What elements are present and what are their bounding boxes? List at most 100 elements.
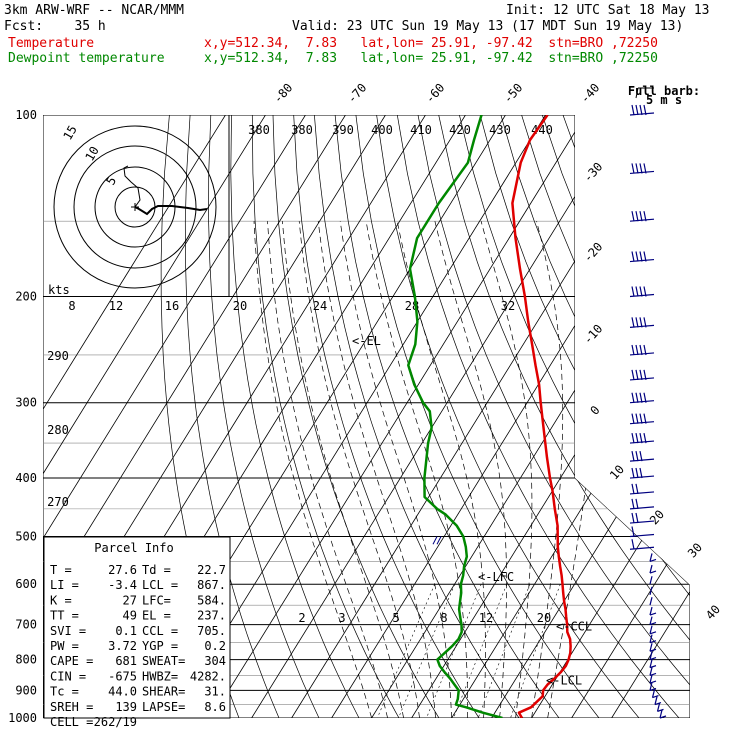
hodo-ring-label-10: 10 bbox=[82, 144, 101, 164]
wind-barb-flag bbox=[631, 369, 635, 381]
wind-barb-flag bbox=[649, 622, 657, 626]
wind-barb-flag bbox=[649, 648, 657, 652]
wind-barb bbox=[629, 432, 655, 444]
pressure-label-300: 300 bbox=[15, 396, 37, 410]
isotherm-label-40: 40 bbox=[703, 602, 723, 622]
wind-barb bbox=[649, 625, 657, 635]
wind-barb-flag bbox=[639, 413, 643, 424]
wind-barb-flag bbox=[643, 163, 647, 174]
wind-barb-flag bbox=[635, 392, 639, 403]
mixing-ratio-label-2: 2 bbox=[298, 611, 305, 625]
wind-barb-staff bbox=[649, 667, 653, 676]
wind-barb-staff bbox=[649, 616, 653, 625]
wind-barb bbox=[629, 526, 655, 538]
dry-adiabat-310 bbox=[334, 115, 560, 718]
mixing-ratio-label-20: 20 bbox=[537, 611, 551, 625]
wind-barb-flag bbox=[635, 432, 639, 444]
parcel-info-label: K = bbox=[50, 593, 72, 607]
theta-e-label-400: 400 bbox=[371, 123, 393, 137]
parcel-info-value: 31. bbox=[204, 685, 226, 699]
dry-adiabat-340 bbox=[396, 115, 680, 718]
wind-barb-flag bbox=[639, 344, 643, 356]
pressure-label-700: 700 bbox=[15, 618, 37, 632]
wind-barb-staff bbox=[649, 564, 653, 574]
wind-barb-flag bbox=[649, 570, 657, 574]
wind-barb-flag bbox=[631, 392, 635, 403]
pressure-label-500: 500 bbox=[15, 529, 37, 543]
dry-adiabat-400 bbox=[521, 115, 690, 718]
wind-barb bbox=[651, 689, 659, 699]
mixing-ratio-label-5: 5 bbox=[392, 611, 399, 625]
wind-barb bbox=[649, 634, 657, 644]
wind-barb-flag bbox=[631, 512, 635, 524]
parcel-info-label: SVI = bbox=[50, 624, 86, 638]
dewpoint-legend-label: Dewpoint temperature bbox=[8, 51, 165, 66]
dry-adiabat-label-290: 290 bbox=[47, 349, 69, 363]
parcel-info-value: 8.6 bbox=[204, 700, 226, 714]
wind-barb-flag bbox=[631, 451, 635, 462]
isotherm-label-10: 10 bbox=[607, 462, 627, 482]
wind-barb-staff bbox=[649, 674, 653, 684]
isotherm--140 bbox=[43, 115, 226, 718]
hodo-speed-label-12: 12 bbox=[109, 299, 123, 313]
wind-barb-flag bbox=[643, 369, 647, 381]
wind-barb-flag bbox=[631, 251, 635, 262]
wind-barb bbox=[649, 564, 657, 574]
parcel-info-label: HWBZ= bbox=[142, 669, 178, 683]
dry-adiabat-360 bbox=[438, 115, 690, 718]
wind-barb-flag bbox=[649, 558, 657, 563]
wind-barb-flag bbox=[635, 286, 639, 297]
level-label-lfc: <-LFC bbox=[478, 570, 514, 584]
pressure-label-900: 900 bbox=[15, 683, 37, 697]
wind-barb-flag bbox=[649, 631, 657, 635]
wind-barb-flag bbox=[643, 432, 647, 444]
parcel-info-label: SREH = bbox=[50, 700, 93, 714]
wind-barb-flag bbox=[649, 680, 657, 684]
wind-barb-staff bbox=[656, 703, 661, 712]
wind-barb-flag bbox=[649, 640, 657, 644]
wind-barb-staff bbox=[659, 709, 663, 719]
isotherm-label--80: -80 bbox=[271, 81, 296, 106]
isotherm--20 bbox=[331, 115, 690, 718]
wind-barb-flag bbox=[631, 344, 635, 356]
wind-barb-staff bbox=[649, 597, 653, 606]
wind-barb-flag bbox=[635, 467, 639, 479]
parcel-info-value: 3.72 bbox=[108, 639, 137, 653]
hodograph-ring-4 bbox=[53, 125, 217, 289]
hodo-speed-label-24: 24 bbox=[313, 299, 327, 313]
hodograph-ring-3 bbox=[73, 145, 197, 269]
moist-adiabat--6 bbox=[267, 221, 388, 718]
parcel-info-label: Td = bbox=[142, 563, 171, 577]
wind-barb bbox=[629, 369, 655, 381]
wind-barb-flag bbox=[635, 317, 639, 328]
wind-barb-staff bbox=[649, 643, 653, 652]
wind-barb-flag bbox=[639, 211, 643, 222]
wind-barb-flag bbox=[649, 672, 657, 677]
hodograph-trace-lower bbox=[123, 165, 141, 208]
isotherm-label--60: -60 bbox=[423, 81, 448, 106]
wind-barb bbox=[659, 709, 667, 719]
wind-barb bbox=[629, 251, 655, 263]
dry-adiabat-460 bbox=[645, 115, 690, 718]
dry-adiabat-label-270: 270 bbox=[47, 495, 69, 509]
wind-barb-flag bbox=[635, 369, 639, 381]
wind-barb bbox=[629, 483, 655, 495]
parcel-info-label: SWEAT= bbox=[142, 654, 185, 668]
wind-barb-flag bbox=[643, 286, 647, 297]
parcel-info-label: EL = bbox=[142, 609, 171, 623]
wind-barb-flag bbox=[639, 369, 643, 381]
isotherm-label-20: 20 bbox=[647, 507, 667, 527]
wind-barb bbox=[656, 703, 664, 712]
wind-barb-staff bbox=[649, 682, 653, 691]
dry-adiabat-320 bbox=[355, 115, 600, 718]
wind-barb-flag bbox=[639, 104, 643, 116]
wind-barb bbox=[629, 392, 655, 404]
mixing-ratio-label-12: 12 bbox=[479, 611, 493, 625]
wind-barb-flag bbox=[635, 512, 639, 524]
isotherm-label-0: 0 bbox=[587, 403, 602, 418]
wind-barb-flag bbox=[652, 695, 659, 699]
parcel-info-label: YGP = bbox=[142, 639, 178, 653]
parcel-info-value: 22.7 bbox=[197, 563, 226, 577]
barb-header-sample-flag bbox=[635, 87, 639, 99]
